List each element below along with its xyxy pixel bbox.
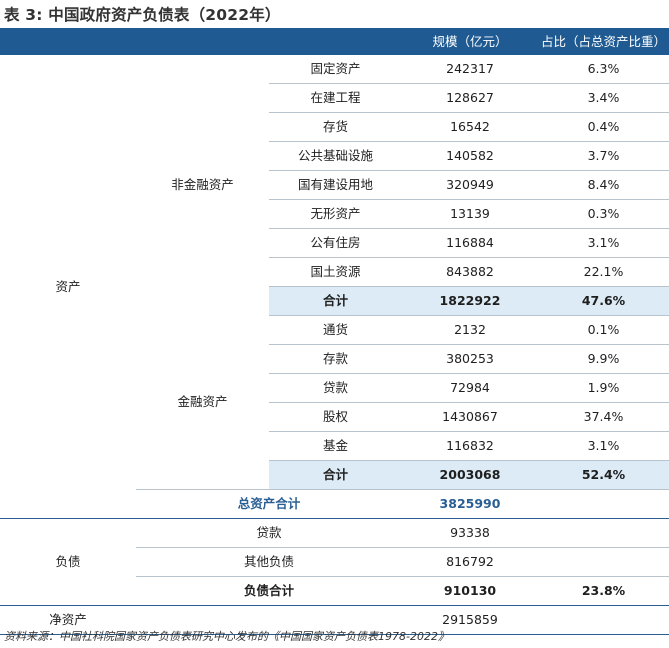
share-cell: 8.4%: [538, 170, 669, 200]
share-cell: 22.1%: [538, 257, 669, 287]
table-row: 贷款 72984 1.9%: [0, 373, 669, 403]
assets-group-label: 资产: [0, 55, 136, 519]
scale-cell: 116832: [402, 431, 538, 461]
item-cell: 基金: [269, 431, 402, 461]
subtotal-label: 合计: [269, 286, 402, 316]
nonfin-subtotal-row: 合计 1822922 47.6%: [0, 286, 669, 316]
header-item: [269, 28, 402, 55]
net-assets-row: 净资产 2915859: [0, 605, 669, 635]
share-cell: 6.3%: [538, 55, 669, 84]
scale-cell: 140582: [402, 141, 538, 171]
table-title: 表 3: 中国政府资产负债表（2022年）: [4, 6, 281, 24]
liabilities-group-label: 负债: [0, 518, 136, 606]
subtotal-scale: 1822922: [402, 286, 538, 316]
liabilities-total-share: 23.8%: [538, 576, 669, 606]
header-subcategory: [136, 28, 269, 55]
item-cell: 其他负债: [136, 547, 402, 577]
net-assets-share: [538, 605, 669, 635]
share-cell: 0.3%: [538, 199, 669, 229]
subtotal-scale: 2003068: [402, 460, 538, 490]
item-cell: 通货: [269, 315, 402, 345]
header-share: 占比（占总资产比重）: [538, 28, 669, 55]
table-row: 负债 贷款 93338: [0, 518, 669, 606]
item-cell: 存货: [269, 112, 402, 142]
share-cell: 3.4%: [538, 83, 669, 113]
net-assets-scale: 2915859: [402, 605, 538, 635]
fin-assets-label: 金融资产: [136, 315, 269, 490]
table-row: 资产 非金融资产 固定资产 242317 6.3%: [0, 55, 669, 519]
item-cell: 固定资产: [269, 55, 402, 84]
table-row: 在建工程 128627 3.4%: [0, 83, 669, 113]
scale-cell: 16542: [402, 112, 538, 142]
item-cell: 国有建设用地: [269, 170, 402, 200]
table-row: 国有建设用地 320949 8.4%: [0, 170, 669, 200]
scale-cell: 13139: [402, 199, 538, 229]
total-assets-scale: 3825990: [402, 489, 538, 519]
share-cell: 3.7%: [538, 141, 669, 171]
table-row: 金融资产 通货 2132 0.1%: [0, 315, 669, 490]
item-cell: 公有住房: [269, 228, 402, 258]
source-footnote: 资料来源：中国社科院国家资产负债表研究中心发布的《中国国家资产负债表1978-2…: [4, 630, 449, 643]
net-assets-blank: [136, 605, 402, 635]
header-category: [0, 28, 136, 55]
scale-cell: 1430867: [402, 402, 538, 432]
share-cell: 1.9%: [538, 373, 669, 403]
subtotal-share: 47.6%: [538, 286, 669, 316]
total-assets-label: 总资产合计: [136, 489, 402, 519]
liabilities-total-row: 负债合计 910130 23.8%: [0, 576, 669, 606]
table-row: 存款 380253 9.9%: [0, 344, 669, 374]
liabilities-total-label: 负债合计: [136, 576, 402, 606]
header-row: 规模（亿元） 占比（占总资产比重）: [0, 28, 669, 55]
table-row: 存货 16542 0.4%: [0, 112, 669, 142]
net-assets-label: 净资产: [0, 605, 136, 635]
scale-cell: 816792: [402, 547, 538, 577]
total-assets-share: [538, 489, 669, 519]
share-cell: 3.1%: [538, 228, 669, 258]
share-cell: 0.1%: [538, 315, 669, 345]
table-row: 基金 116832 3.1%: [0, 431, 669, 461]
share-cell: [538, 547, 669, 577]
scale-cell: 2132: [402, 315, 538, 345]
balance-sheet-table: 规模（亿元） 占比（占总资产比重） 资产 非金融资产 固定资产 242317 6…: [0, 28, 669, 635]
share-cell: 9.9%: [538, 344, 669, 374]
item-cell: 存款: [269, 344, 402, 374]
liabilities-total-scale: 910130: [402, 576, 538, 606]
table-row: 公有住房 116884 3.1%: [0, 228, 669, 258]
header-scale: 规模（亿元）: [402, 28, 538, 55]
share-cell: [538, 518, 669, 548]
scale-cell: 93338: [402, 518, 538, 548]
item-cell: 国土资源: [269, 257, 402, 287]
item-cell: 贷款: [269, 373, 402, 403]
scale-cell: 116884: [402, 228, 538, 258]
subtotal-share: 52.4%: [538, 460, 669, 490]
subtotal-label: 合计: [269, 460, 402, 490]
fin-subtotal-row: 合计 2003068 52.4%: [0, 460, 669, 490]
table-row: 无形资产 13139 0.3%: [0, 199, 669, 229]
item-cell: 贷款: [136, 518, 402, 548]
nonfin-assets-label: 非金融资产: [171, 177, 234, 193]
scale-cell: 128627: [402, 83, 538, 113]
share-cell: 37.4%: [538, 402, 669, 432]
total-assets-row: 总资产合计 3825990: [0, 489, 669, 519]
scale-cell: 380253: [402, 344, 538, 374]
table-row: 国土资源 843882 22.1%: [0, 257, 669, 287]
item-cell: 在建工程: [269, 83, 402, 113]
table-row: 其他负债 816792: [0, 547, 669, 577]
scale-cell: 320949: [402, 170, 538, 200]
scale-cell: 843882: [402, 257, 538, 287]
table-row: 公共基础设施 140582 3.7%: [0, 141, 669, 171]
item-cell: 股权: [269, 402, 402, 432]
scale-cell: 242317: [402, 55, 538, 84]
item-cell: 无形资产: [269, 199, 402, 229]
table-row: 股权 1430867 37.4%: [0, 402, 669, 432]
scale-cell: 72984: [402, 373, 538, 403]
item-cell: 公共基础设施: [269, 141, 402, 171]
share-cell: 3.1%: [538, 431, 669, 461]
share-cell: 0.4%: [538, 112, 669, 142]
